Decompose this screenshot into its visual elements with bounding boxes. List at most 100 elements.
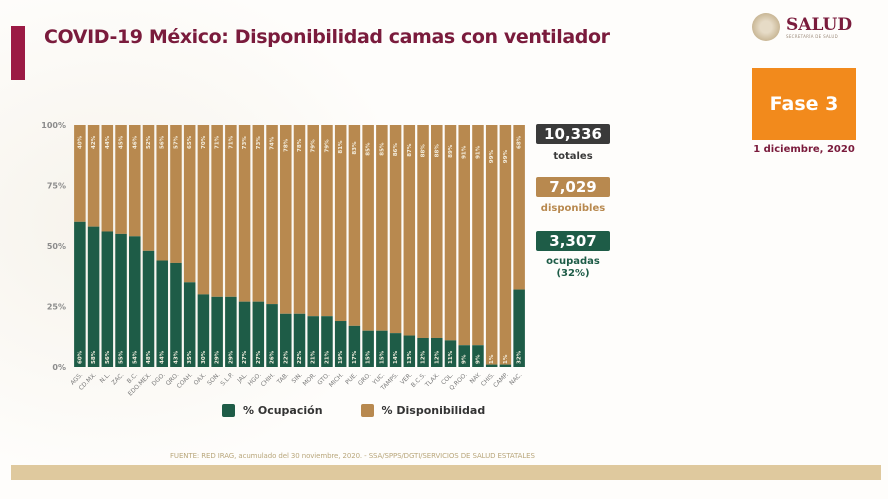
bar-ocupacion — [403, 335, 416, 367]
bar-disponibilidad — [197, 125, 210, 295]
data-label-ocupacion: 21% — [324, 350, 330, 364]
bar-ocupacion — [183, 282, 196, 367]
bar-ocupacion — [115, 233, 127, 367]
bar-disponibilidad — [211, 125, 223, 297]
bar-disponibilidad — [293, 125, 306, 314]
bar-ocupacion — [389, 333, 402, 367]
bar-disponibilidad — [458, 125, 470, 346]
occupied-beds-label: ocupadas — [546, 256, 600, 267]
data-label-disponibilidad: 85% — [379, 142, 385, 156]
data-label-ocupacion: 1% — [503, 354, 509, 364]
bar-disponibilidad — [129, 125, 141, 237]
data-label-disponibilidad: 71% — [228, 135, 234, 149]
data-label-disponibilidad: 40% — [77, 135, 83, 149]
bar-ocupacion — [266, 304, 278, 367]
legend-swatch-disponibilidad — [360, 404, 374, 417]
data-label-ocupacion: 22% — [297, 350, 303, 364]
data-label-disponibilidad: 78% — [283, 138, 289, 152]
data-label-disponibilidad: 46% — [132, 135, 138, 149]
bar-ocupacion — [225, 296, 237, 367]
x-tick-label: TAB. — [275, 371, 290, 386]
bar-ocupacion — [211, 296, 223, 367]
bar-ocupacion — [444, 340, 457, 367]
bar-ocupacion — [170, 262, 182, 367]
bar-ocupacion — [513, 289, 525, 367]
data-label-disponibilidad: 87% — [407, 143, 413, 157]
data-label-disponibilidad: 99% — [489, 150, 495, 164]
y-tick-label: 0% — [52, 363, 66, 372]
bar-disponibilidad — [74, 125, 86, 222]
x-tick-label: PUE. — [344, 371, 359, 386]
data-label-disponibilidad: 86% — [393, 143, 399, 157]
data-label-ocupacion: 56% — [105, 350, 111, 364]
data-label-disponibilidad: 85% — [366, 142, 372, 156]
bar-ocupacion — [348, 325, 361, 367]
bar-ocupacion — [101, 231, 114, 367]
data-label-ocupacion: 19% — [338, 350, 344, 364]
bar-disponibilidad — [403, 125, 416, 336]
data-label-ocupacion: 9% — [475, 354, 481, 364]
data-label-disponibilidad: 57% — [173, 135, 179, 149]
data-label-ocupacion: 35% — [187, 350, 193, 364]
bar-disponibilidad — [101, 125, 114, 232]
x-tick-label: MOR. — [302, 371, 318, 387]
available-beds-value: 7,029 — [536, 177, 610, 197]
bar-ocupacion — [87, 226, 100, 367]
data-label-disponibilidad: 88% — [421, 144, 427, 158]
bar-ocupacion — [129, 236, 141, 367]
bar-disponibilidad — [170, 125, 182, 263]
data-label-ocupacion: 58% — [91, 350, 97, 364]
x-tick-label: S.L.P. — [219, 371, 235, 387]
bar-ocupacion — [293, 313, 306, 367]
data-label-ocupacion: 11% — [448, 350, 454, 364]
bar-disponibilidad — [485, 125, 498, 365]
legend-item-disponibilidad: % Disponibilidad — [360, 404, 485, 417]
bar-ocupacion — [458, 345, 470, 367]
bar-disponibilidad — [389, 125, 402, 334]
data-label-disponibilidad: 79% — [311, 139, 317, 153]
x-tick-label: N.L. — [99, 371, 112, 384]
data-label-ocupacion: 15% — [366, 350, 372, 364]
total-beds-label: totales — [553, 151, 593, 162]
bar-disponibilidad — [348, 125, 361, 326]
data-label-disponibilidad: 79% — [324, 139, 330, 153]
x-tick-label: OAX. — [192, 371, 207, 386]
bar-disponibilidad — [225, 125, 237, 297]
bar-disponibilidad — [362, 125, 374, 331]
available-beds-label: disponibles — [540, 203, 606, 214]
bar-disponibilidad — [444, 125, 457, 341]
x-tick-label: GRO. — [357, 371, 373, 387]
salud-logo: SALUD SECRETARÍA DE SALUD — [752, 13, 872, 41]
bar-disponibilidad — [417, 125, 429, 338]
y-tick-label: 25% — [47, 303, 66, 312]
bar-disponibilidad — [334, 125, 347, 322]
bar-ocupacion — [238, 301, 251, 367]
source-note: FUENTE: RED IRAG, acumulado del 30 novie… — [170, 452, 535, 460]
bar-ocupacion — [472, 345, 484, 367]
data-label-disponibilidad: 73% — [242, 136, 248, 150]
footer-band — [11, 465, 881, 480]
bar-ocupacion — [74, 221, 86, 367]
x-tick-label: CAMP. — [492, 371, 510, 389]
x-tick-label: SON. — [206, 371, 222, 387]
bar-disponibilidad — [266, 125, 278, 305]
x-tick-label: CHIH. — [260, 371, 277, 388]
bar-disponibilidad — [156, 125, 168, 261]
title-accent-bar — [11, 26, 25, 80]
report-date: 1 diciembre, 2020 — [753, 144, 855, 155]
data-label-ocupacion: 32% — [517, 350, 523, 364]
x-tick-label: B.C.S. — [410, 371, 428, 389]
data-label-ocupacion: 14% — [393, 350, 399, 364]
bar-ocupacion — [417, 337, 429, 367]
x-tick-label: TLAX. — [423, 371, 441, 389]
data-label-disponibilidad: 68% — [517, 135, 523, 149]
bar-disponibilidad — [431, 125, 443, 338]
data-label-disponibilidad: 42% — [91, 135, 97, 149]
x-tick-label: COAH. — [176, 371, 195, 390]
bar-ocupacion — [252, 301, 265, 367]
bar-ocupacion — [485, 364, 498, 367]
bar-ocupacion — [376, 330, 388, 367]
bar-disponibilidad — [376, 125, 388, 331]
bar-ocupacion — [280, 313, 292, 367]
bar-disponibilidad — [142, 125, 155, 251]
